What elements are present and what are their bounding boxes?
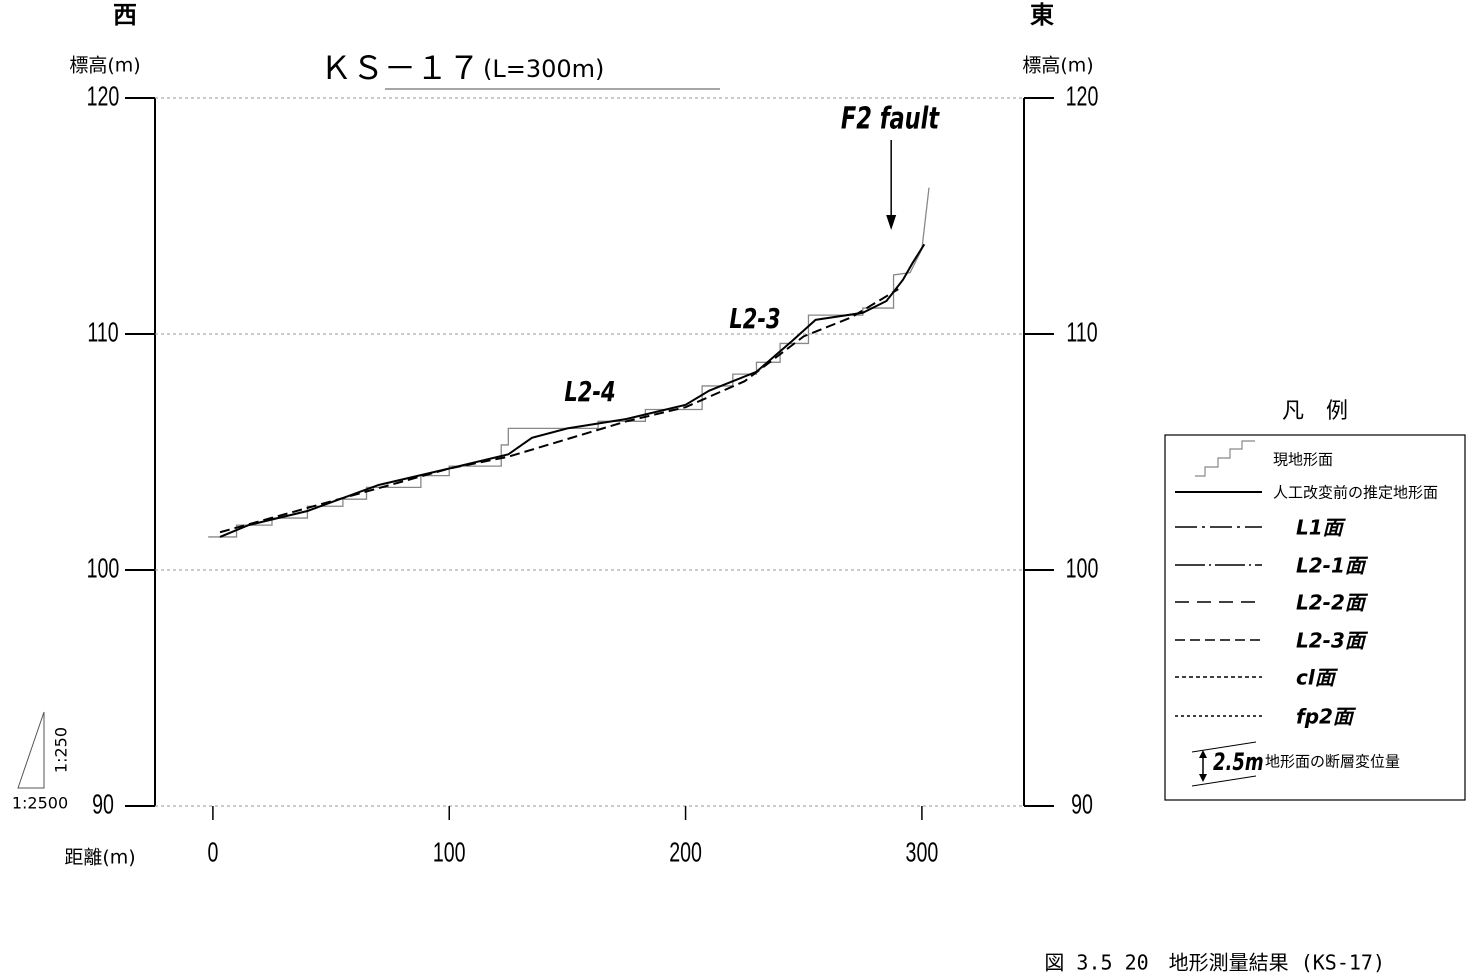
legend-label: L2-1面 — [1296, 554, 1369, 578]
y-tick-label: 120 — [87, 81, 120, 112]
legend-label: L2-2面 — [1296, 591, 1369, 615]
chart-title: ＫＳ－１７ — [320, 49, 480, 87]
y-tick-label: 90 — [92, 789, 114, 820]
y-axis-label: 標高(m) — [69, 55, 140, 77]
annotation-arrowhead — [886, 215, 897, 230]
scale-triangle — [17, 711, 45, 789]
legend-label: L2-3面 — [1296, 629, 1369, 653]
legend-displacement-line — [1191, 775, 1257, 787]
y2-tick-label: 90 — [1071, 789, 1093, 820]
annotation: F2 fault — [841, 101, 940, 136]
west-label: 西 — [113, 1, 137, 29]
legend-displacement-amount: 2.5m — [1213, 748, 1264, 776]
legend-label: cl面 — [1296, 666, 1339, 690]
legend-stairs — [1195, 440, 1255, 477]
legend-label: 現地形面 — [1273, 451, 1333, 469]
y2-tick-label: 110 — [1066, 317, 1097, 348]
legend-displacement-line — [1191, 741, 1257, 753]
series-line — [208, 187, 930, 538]
annotation: L2-3 — [729, 302, 780, 335]
legend-box — [1164, 434, 1466, 801]
series-line — [219, 243, 926, 538]
caption: 図 3.5 20 地形測量結果 (KS-17) — [1044, 951, 1385, 975]
legend-label: fp2面 — [1296, 705, 1357, 729]
y2-tick-label: 120 — [1066, 81, 1099, 112]
x-tick-label: 200 — [669, 837, 702, 868]
x-tick-label: 0 — [207, 837, 218, 868]
legend-label: 地形面の断層変位量 — [1265, 753, 1400, 771]
east-label: 東 — [1030, 1, 1054, 29]
legend-title: 凡 例 — [1282, 399, 1348, 424]
series-line — [219, 288, 899, 534]
x-tick-label: 300 — [906, 837, 939, 868]
vertical-scale: 1:250 — [52, 727, 71, 773]
y-tick-label: 100 — [87, 553, 120, 584]
annotation: L2-4 — [564, 375, 615, 408]
x-axis-label: 距離(m) — [64, 847, 135, 869]
y2-axis-label: 標高(m) — [1022, 55, 1093, 77]
chart-subtitle: (L=300m) — [483, 55, 604, 83]
legend-label: L1面 — [1296, 516, 1347, 540]
horizontal-scale: 1:2500 — [12, 794, 68, 813]
y-tick-label: 110 — [87, 317, 118, 348]
legend-displacement-head — [1199, 750, 1207, 782]
x-tick-label: 100 — [433, 837, 466, 868]
legend-label: 人工改変前の推定地形面 — [1273, 484, 1438, 502]
y2-tick-label: 100 — [1066, 553, 1099, 584]
